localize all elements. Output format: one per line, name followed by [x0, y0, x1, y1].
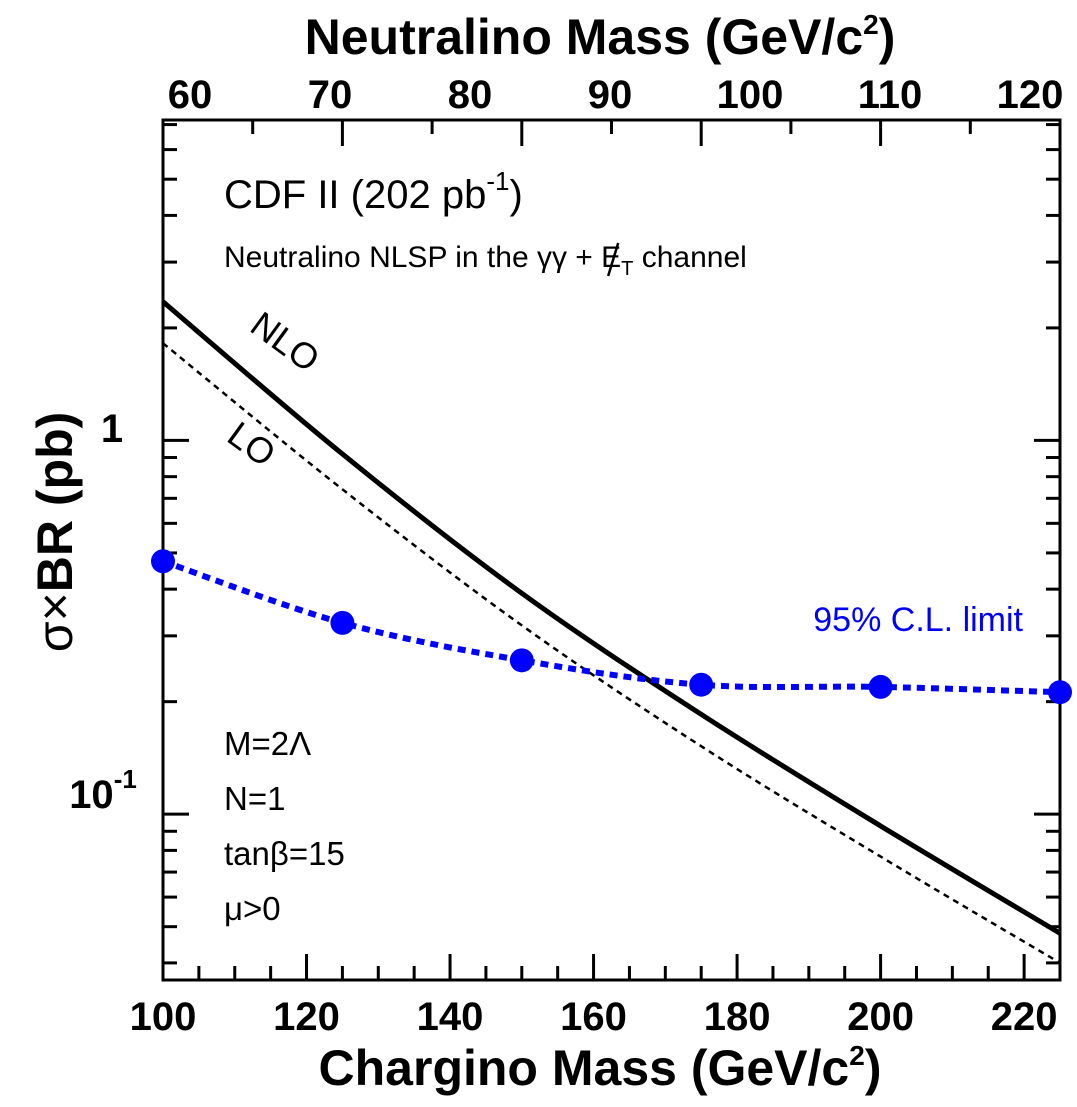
x-top-tick-label: 80	[448, 73, 493, 117]
x-tick-label: 220	[991, 995, 1058, 1039]
limit-data-point	[330, 610, 355, 635]
x-top-tick-label: 110	[858, 73, 923, 117]
x-top-tick-label: 120	[997, 73, 1064, 117]
limit-data-point	[1048, 680, 1072, 705]
x-tick-label: 160	[560, 995, 627, 1039]
x-top-tick-label: 100	[717, 73, 784, 117]
x-top-tick-label: 70	[308, 73, 353, 117]
param-m: M=2Λ	[224, 725, 311, 762]
series-line-lo	[162, 342, 1061, 964]
series-line-95-c-l-limit	[162, 558, 1061, 696]
limit-label: 95% C.L. limit	[813, 601, 1023, 639]
limit-data-point	[151, 549, 175, 574]
limit-data-point	[509, 648, 534, 673]
param-tanbeta: tanβ=15	[224, 835, 345, 872]
left-axis-title: σ×BR (pb)	[27, 412, 83, 653]
limit-data-point	[689, 672, 714, 697]
y-tick-label-1: 1	[101, 407, 123, 451]
x-tick-label: 200	[847, 995, 914, 1039]
param-mu: μ>0	[224, 890, 281, 927]
param-n: N=1	[224, 780, 285, 817]
x-tick-label: 120	[273, 995, 340, 1039]
x-top-tick-label: 90	[588, 73, 633, 117]
limit-data-point	[868, 674, 893, 699]
experiment-label: CDF II (202 pb-1)	[224, 166, 523, 217]
channel-subtitle: Neutralino NLSP in the γγ + ET channel	[224, 241, 747, 280]
lo-curve-label: LO	[220, 413, 283, 474]
bottom-axis-title: Chargino Mass (GeV/c2)	[319, 1040, 882, 1096]
y-tick-label-0.1: 10-1	[69, 764, 137, 817]
x-top-tick-label: 60	[168, 73, 213, 117]
x-tick-label: 180	[704, 995, 771, 1039]
x-tick-label: 100	[130, 995, 197, 1039]
x-tick-label: 140	[417, 995, 484, 1039]
top-axis-title: Neutralino Mass (GeV/c2)	[305, 9, 896, 65]
series-line-nlo	[161, 299, 1062, 936]
nlo-curve-label: NLO	[243, 303, 327, 380]
met-slash	[606, 242, 620, 277]
